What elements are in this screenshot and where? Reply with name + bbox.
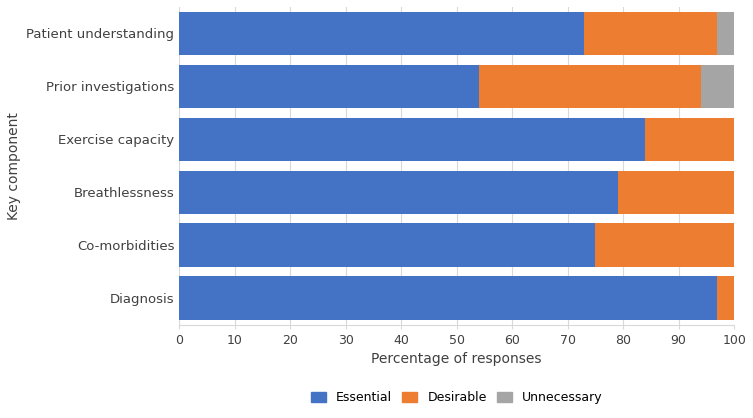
Y-axis label: Key component: Key component	[7, 112, 21, 220]
Bar	[479, 65, 701, 108]
Bar	[179, 171, 617, 214]
Bar	[179, 117, 645, 161]
Bar	[179, 65, 479, 108]
X-axis label: Percentage of responses: Percentage of responses	[371, 352, 542, 366]
Bar	[617, 171, 734, 214]
Bar	[179, 276, 718, 320]
Bar	[718, 12, 734, 55]
Bar	[179, 12, 584, 55]
Bar	[596, 224, 734, 267]
Bar	[179, 224, 596, 267]
Bar	[701, 65, 734, 108]
Bar	[645, 117, 734, 161]
Bar	[718, 276, 734, 320]
Legend: Essential, Desirable, Unnecessary: Essential, Desirable, Unnecessary	[305, 385, 608, 410]
Bar	[584, 12, 718, 55]
